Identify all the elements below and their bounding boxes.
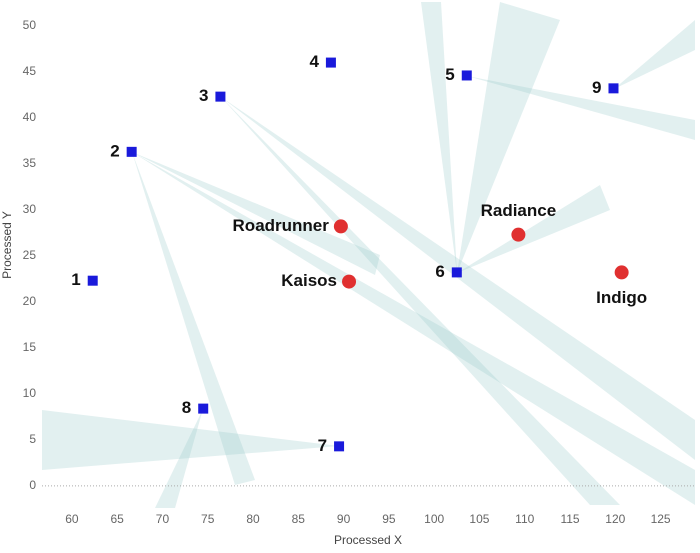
x-tick-label: 110 (515, 512, 534, 526)
point-label: 4 (309, 52, 319, 71)
fan (221, 97, 695, 460)
x-tick-label: 90 (337, 512, 351, 526)
fan (614, 20, 695, 89)
x-tick-label: 105 (469, 512, 489, 526)
point-label: 5 (445, 65, 454, 84)
x-axis-title: Processed X (334, 533, 402, 547)
fan (457, 2, 560, 273)
point (614, 265, 629, 280)
point-label: Indigo (596, 288, 647, 307)
point-label: 1 (71, 270, 80, 289)
point (325, 57, 336, 68)
y-tick-label: 50 (23, 18, 37, 32)
x-tick-label: 85 (292, 512, 306, 526)
y-tick-label: 10 (23, 386, 37, 400)
point (511, 227, 526, 242)
point (461, 70, 472, 81)
y-tick-label: 20 (23, 294, 37, 308)
point-label: Roadrunner (233, 216, 330, 235)
point (342, 274, 357, 289)
x-tick-label: 115 (560, 512, 579, 526)
fan (132, 152, 380, 275)
fan (221, 97, 620, 505)
point (334, 441, 345, 452)
x-tick-label: 75 (201, 512, 215, 526)
y-tick-label: 30 (23, 202, 37, 216)
fan (457, 185, 610, 273)
point (126, 146, 137, 157)
fan (155, 409, 203, 508)
y-tick-label: 40 (23, 110, 37, 124)
x-tick-label: 100 (424, 512, 444, 526)
point-label: 2 (110, 141, 119, 160)
point (451, 267, 462, 278)
point (215, 91, 226, 102)
y-tick-label: 35 (23, 156, 37, 170)
y-tick-label: 5 (29, 432, 36, 446)
y-tick-label: 45 (23, 64, 37, 78)
x-tick-label: 80 (246, 512, 260, 526)
fan (132, 152, 695, 505)
fan (42, 410, 339, 470)
fan (467, 76, 695, 140)
x-tick-label: 95 (382, 512, 396, 526)
point-label: 9 (592, 78, 601, 97)
point (333, 219, 348, 234)
x-tick-label: 60 (65, 512, 79, 526)
y-tick-label: 0 (29, 478, 36, 492)
point-label: 7 (318, 436, 327, 455)
decorative-fans (42, 2, 695, 508)
point-label: Kaisos (281, 271, 337, 290)
fan (421, 2, 457, 273)
x-tick-label: 70 (156, 512, 170, 526)
y-tick-label: 15 (23, 340, 37, 354)
point-label: Radiance (481, 201, 557, 220)
point-label: 8 (182, 398, 191, 417)
point (608, 83, 619, 94)
point (198, 403, 209, 414)
point-label: 6 (435, 262, 444, 281)
y-axis-title: Processed Y (0, 211, 14, 279)
x-tick-label: 65 (110, 512, 124, 526)
fan (132, 152, 255, 485)
y-tick-label: 25 (23, 248, 37, 262)
x-tick-label: 125 (651, 512, 671, 526)
point-label: 3 (199, 86, 208, 105)
point (87, 275, 98, 286)
x-tick-label: 120 (605, 512, 625, 526)
